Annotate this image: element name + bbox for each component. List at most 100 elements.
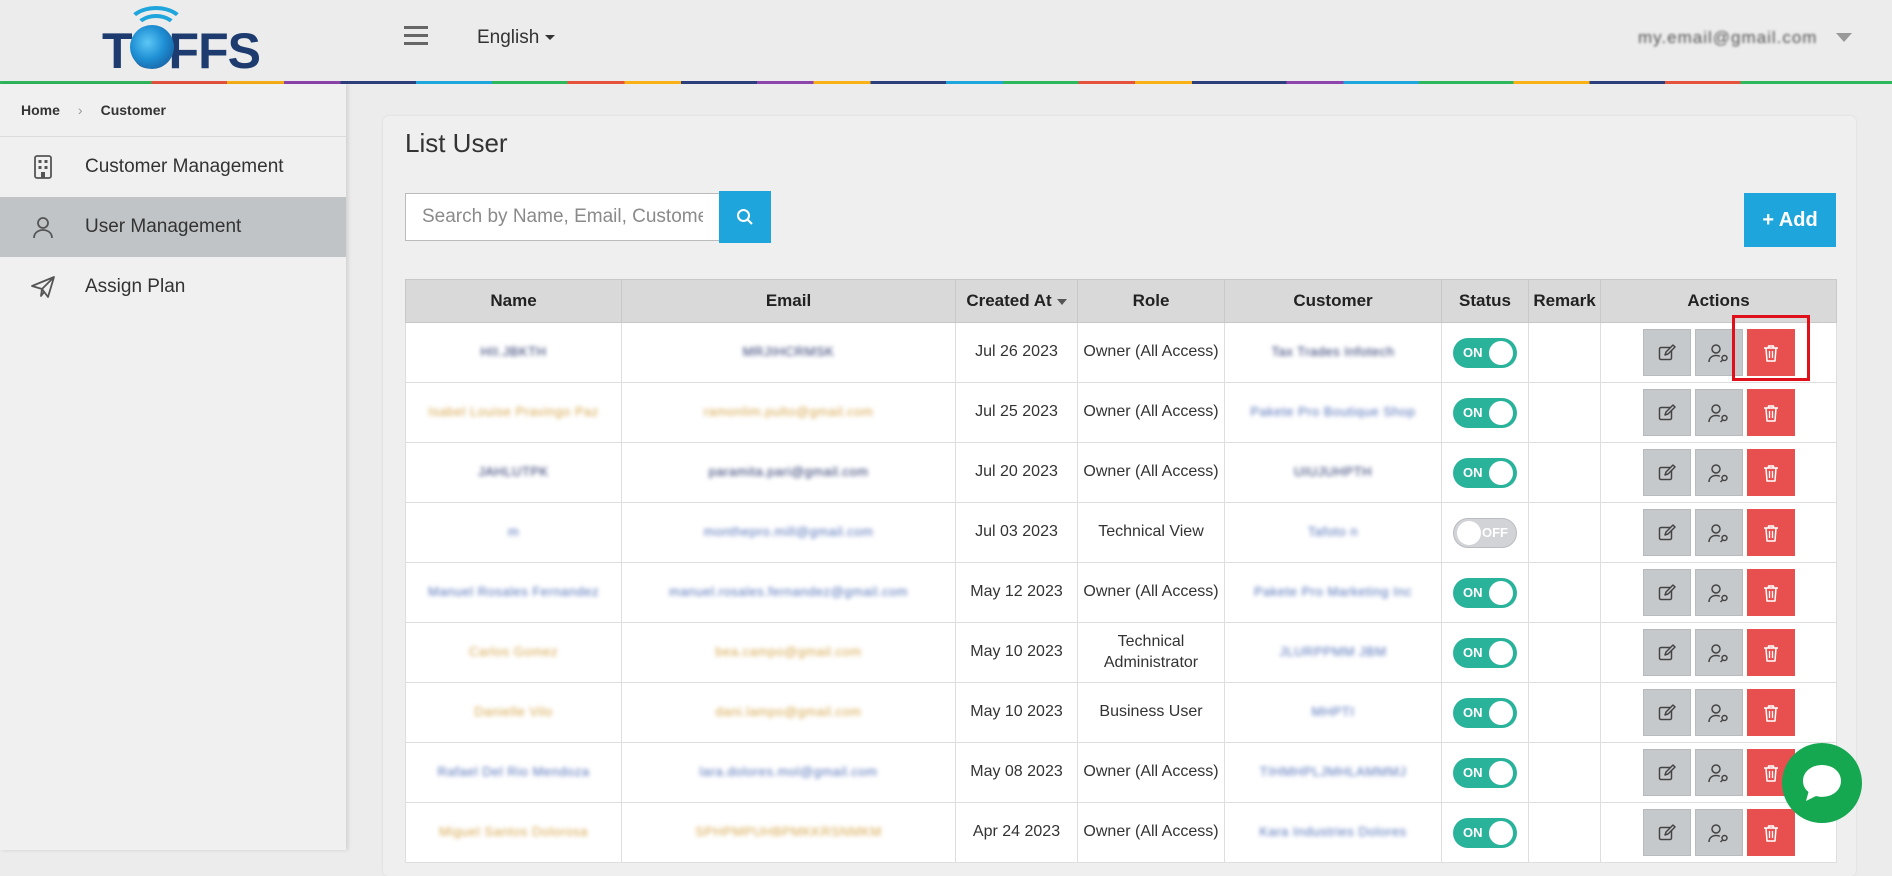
edit-button[interactable] [1642,329,1691,376]
edit-button[interactable] [1642,509,1691,556]
user-permission-button[interactable] [1694,389,1743,436]
user-key-icon [1707,763,1728,783]
user-list-card: List User + Add Name Email Created At Ro… [383,116,1856,876]
cell-status: ON [1441,382,1529,443]
cell-actions [1600,622,1837,683]
table-row: Miguel Santos Dolorosa SPHPMPUHBPMKKRSNMK… [405,802,1837,863]
user-permission-button[interactable] [1694,749,1743,796]
user-permission-button[interactable] [1694,629,1743,676]
add-user-button[interactable]: + Add [1744,193,1836,247]
edit-button[interactable] [1642,389,1691,436]
delete-button[interactable] [1746,449,1795,496]
cell-status: ON [1441,742,1529,803]
delete-button[interactable] [1746,689,1795,736]
cell-created-at: Apr 24 2023 [955,802,1078,863]
edit-button[interactable] [1642,449,1691,496]
customer-name: MHPTI [1311,704,1355,720]
status-toggle[interactable]: ON [1453,577,1517,608]
user-permission-button[interactable] [1694,329,1743,376]
delete-button[interactable] [1746,329,1795,376]
breadcrumb-home[interactable]: Home [21,102,60,118]
status-toggle[interactable]: OFF [1453,517,1517,548]
user-table: Name Email Created At Role Customer Stat… [405,279,1837,863]
customer-name: Tax Trades Infotech [1271,344,1395,360]
table-row: JAHLUTPK paramita.pari@gmail.com Jul 20 20… [405,442,1837,503]
cell-role: Owner (All Access) [1077,322,1225,383]
cell-name: Manuel Rosales Fernandez [405,562,622,623]
cell-status: OFF [1441,502,1529,563]
customer-name: Pakete Pro Marketing Inc [1254,584,1412,600]
column-header-role[interactable]: Role [1077,279,1225,323]
hamburger-menu-icon[interactable] [404,26,428,50]
cell-name: Isabel Louise Pravingo Paz [405,382,622,443]
top-bar: TOFFS English my.email@gmail.com [0,0,1892,82]
edit-icon [1658,703,1676,720]
column-header-customer[interactable]: Customer [1224,279,1442,323]
delete-button[interactable] [1746,809,1795,856]
edit-button[interactable] [1642,809,1691,856]
cell-email: bea.campo@gmail.com [621,622,956,683]
user-permission-button[interactable] [1694,689,1743,736]
column-header-name[interactable]: Name [405,279,622,323]
customer-name: Kara Industries Dolores [1259,824,1407,840]
search-input[interactable] [405,193,719,241]
user-permission-button[interactable] [1694,509,1743,556]
toggle-knob [1489,820,1513,845]
edit-button[interactable] [1642,689,1691,736]
customer-name: Pakete Pro Boutique Shop [1250,404,1416,420]
status-toggle[interactable]: ON [1453,457,1517,488]
user-email-value: ramonlim.pulto@gmail.com [703,404,874,420]
cell-email: manuel.rosales.fernandez@gmail.com [621,562,956,623]
delete-button[interactable] [1746,389,1795,436]
edit-button[interactable] [1642,749,1691,796]
status-toggle[interactable]: ON [1453,637,1517,668]
user-key-icon [1707,823,1728,843]
status-toggle-label: ON [1463,704,1483,720]
cell-created-at: May 10 2023 [955,622,1078,683]
cell-email: dani.lampo@gmail.com [621,682,956,743]
status-toggle[interactable]: ON [1453,817,1517,848]
delete-button[interactable] [1746,569,1795,616]
column-header-actions: Actions [1600,279,1837,323]
toffs-logo[interactable]: TOFFS [100,4,261,79]
edit-button[interactable] [1642,569,1691,616]
cell-email: MRJIHCRMSK [621,322,956,383]
cell-created-at: May 12 2023 [955,562,1078,623]
cell-customer: TIHMHPLJMHLAMMMJ [1224,742,1442,803]
cell-remark [1528,742,1601,803]
status-toggle[interactable]: ON [1453,397,1517,428]
cell-email: lara.dolores.mol@gmail.com [621,742,956,803]
delete-button[interactable] [1746,629,1795,676]
user-name: Rafael Del Rio Mendoza [437,764,590,780]
delete-button[interactable] [1746,509,1795,556]
status-toggle[interactable]: ON [1453,337,1517,368]
sidebar-item-user-management[interactable]: User Management [0,197,346,257]
logo-globe-icon [130,25,174,69]
status-toggle[interactable]: ON [1453,757,1517,788]
edit-button[interactable] [1642,629,1691,676]
status-toggle-label: ON [1463,764,1483,780]
status-toggle[interactable]: ON [1453,697,1517,728]
user-permission-button[interactable] [1694,569,1743,616]
column-header-status[interactable]: Status [1441,279,1529,323]
cell-customer: Kara Industries Dolores [1224,802,1442,863]
cell-role: Owner (All Access) [1077,382,1225,443]
column-header-email[interactable]: Email [621,279,956,323]
edit-icon [1658,763,1676,780]
column-header-created-at[interactable]: Created At [955,279,1078,323]
chat-widget-button[interactable] [1782,743,1862,823]
user-permission-button[interactable] [1694,449,1743,496]
column-header-remark[interactable]: Remark [1528,279,1601,323]
sidebar-item-customer-management[interactable]: Customer Management [0,137,346,197]
user-permission-button[interactable] [1694,809,1743,856]
cell-customer: JLURPPMM JBM [1224,622,1442,683]
table-row: Carlos Gomez bea.campo@gmail.com May 10 20… [405,622,1837,683]
user-name: Danielle Vilo [474,704,553,720]
edit-icon [1658,583,1676,600]
language-dropdown[interactable]: English [477,27,556,49]
cell-actions [1600,502,1837,563]
user-menu-chevron-icon[interactable] [1836,33,1852,42]
sidebar-item-assign-plan[interactable]: Assign Plan [0,257,346,317]
user-name: HII.JBKTH [480,344,547,360]
search-button[interactable] [719,191,771,243]
